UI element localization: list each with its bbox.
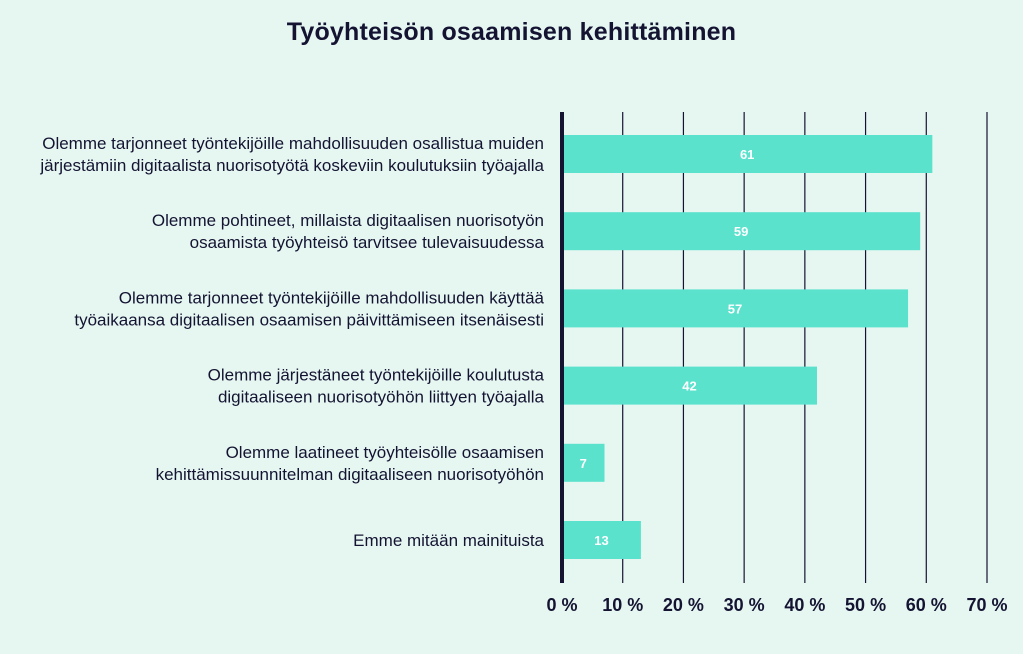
category-label: Olemme järjestäneet työntekijöille koulu…	[208, 366, 545, 385]
data-label: 57	[728, 301, 742, 316]
category-label: digitaaliseen nuorisotyöhön liittyen työ…	[218, 388, 545, 407]
bar	[562, 443, 605, 482]
bar	[562, 366, 817, 405]
category-label: Olemme pohtineet, millaista digitaalisen…	[152, 211, 544, 230]
x-tick-label: 10 %	[602, 595, 643, 615]
x-tick-label: 0 %	[546, 595, 577, 615]
category-label: Olemme tarjonneet työntekijöille mahdoll…	[119, 288, 545, 307]
x-tick-label: 70 %	[966, 595, 1007, 615]
category-label: Olemme tarjonneet työntekijöille mahdoll…	[42, 134, 544, 153]
x-tick-label: 20 %	[663, 595, 704, 615]
category-label: kehittämissuunnitelman digitaaliseen nuo…	[156, 465, 544, 484]
category-label: Olemme laatineet työyhteisölle osaamisen	[226, 443, 544, 462]
bar	[562, 289, 909, 328]
data-label: 13	[594, 533, 608, 548]
data-label: 42	[682, 379, 696, 394]
x-tick-label: 60 %	[906, 595, 947, 615]
bar	[562, 212, 921, 251]
data-label: 61	[740, 147, 754, 162]
x-tick-label: 30 %	[724, 595, 765, 615]
chart-title: Työyhteisön osaamisen kehittäminen	[286, 18, 737, 46]
bar	[562, 521, 641, 559]
x-tick-label: 40 %	[784, 595, 825, 615]
data-label: 7	[580, 456, 587, 471]
category-label: järjestämiin digitaalista nuorisotyötä k…	[39, 156, 544, 175]
data-label: 59	[734, 224, 748, 239]
category-label: Emme mitään mainituista	[353, 531, 544, 550]
category-label: työaikaansa digitaalisen osaamisen päivi…	[74, 310, 544, 329]
category-label: osaamista työyhteisö tarvitsee tulevaisu…	[190, 233, 545, 252]
x-tick-label: 50 %	[845, 595, 886, 615]
bar	[562, 135, 933, 173]
